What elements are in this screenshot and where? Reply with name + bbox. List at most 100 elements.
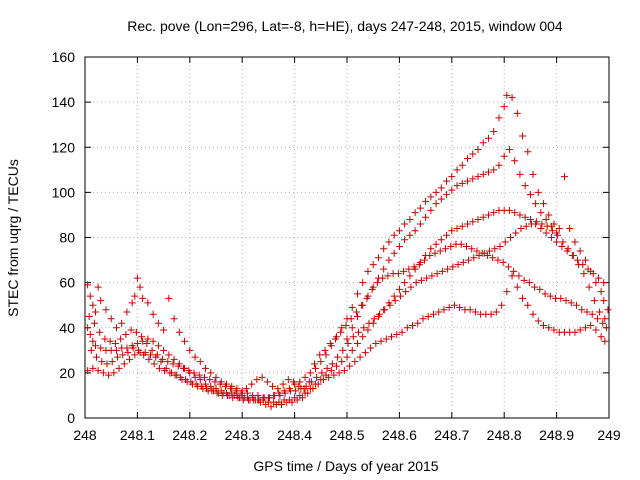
data-point: [302, 382, 310, 390]
data-point: [395, 243, 403, 251]
data-point: [364, 267, 372, 275]
x-tick-label: 248.3: [225, 427, 260, 443]
data-point: [203, 385, 211, 393]
data-point: [154, 319, 162, 327]
data-point: [195, 371, 203, 379]
data-point: [328, 360, 336, 368]
data-point: [599, 319, 607, 327]
data-point: [385, 256, 393, 264]
data-point: [473, 247, 481, 255]
data-point: [258, 373, 266, 381]
data-point: [185, 367, 193, 375]
x-tick-label: 248.6: [382, 427, 417, 443]
data-point: [369, 283, 377, 291]
chart-title: Rec. pove (Lon=296, Lat=-8, h=HE), days …: [127, 18, 563, 34]
data-point: [169, 360, 177, 368]
data-point: [469, 218, 477, 226]
data-point: [553, 229, 561, 237]
x-tick-labels: 248 248.1 248.2 248.3 248.4 248.5 248.6 248.7 24…: [73, 427, 621, 443]
y-tick-labels: 0 20 40 60 80 100 120 140 160: [52, 49, 76, 426]
data-point: [401, 279, 409, 287]
data-point: [401, 220, 409, 228]
data-point: [237, 389, 245, 397]
data-point: [338, 324, 346, 332]
data-point: [437, 184, 445, 192]
data-point: [595, 274, 603, 282]
data-point: [484, 168, 492, 176]
data-point: [501, 238, 509, 246]
x-tick-label: 248.2: [172, 427, 207, 443]
data-point: [426, 252, 434, 260]
data-point: [593, 315, 601, 323]
data-point: [411, 227, 419, 235]
data-point: [131, 292, 139, 300]
data-point: [175, 328, 183, 336]
data-point: [242, 385, 250, 393]
data-point: [406, 215, 414, 223]
data-point: [139, 337, 147, 345]
data-point: [348, 346, 356, 354]
x-tick-label: 248.1: [120, 427, 155, 443]
data-point: [355, 328, 363, 336]
data-point: [555, 224, 563, 232]
data-point: [372, 340, 380, 348]
data-point: [170, 355, 178, 363]
data-point: [98, 358, 106, 366]
data-point: [373, 279, 381, 287]
data-point: [583, 308, 591, 316]
y-tick-label: 60: [59, 275, 75, 291]
data-point: [436, 247, 444, 255]
data-point: [263, 378, 271, 386]
grid: [85, 57, 609, 418]
data-point: [495, 114, 503, 122]
data-point: [347, 315, 355, 323]
data-point: [453, 224, 461, 232]
data-point: [284, 376, 292, 384]
data-point: [390, 249, 398, 257]
data-point: [232, 387, 240, 395]
data-point: [503, 91, 511, 99]
data-point: [86, 292, 94, 300]
data-point: [319, 376, 327, 384]
data-point: [536, 285, 544, 293]
data-point: [369, 261, 377, 269]
data-point: [91, 308, 99, 316]
data-point: [602, 324, 610, 332]
data-point: [403, 324, 411, 332]
data-point: [527, 220, 535, 228]
data-point: [360, 324, 368, 332]
data-point: [334, 353, 342, 361]
data-point: [600, 279, 608, 287]
data-point: [398, 328, 406, 336]
data-point: [382, 335, 390, 343]
data-point: [576, 247, 584, 255]
data-point: [206, 376, 214, 384]
data-point: [406, 231, 414, 239]
data-point: [542, 229, 550, 237]
data-point: [351, 358, 359, 366]
data-point: [533, 218, 541, 226]
data-point: [487, 310, 495, 318]
data-point: [574, 256, 582, 264]
data-point: [170, 315, 178, 323]
data-point: [375, 310, 383, 318]
data-point: [346, 362, 354, 370]
data-point: [480, 249, 488, 257]
data-point: [557, 294, 565, 302]
x-axis-title: GPS time / Days of year 2015: [253, 458, 438, 474]
data-point: [102, 306, 110, 314]
data-point: [437, 236, 445, 244]
data-point: [547, 234, 555, 241]
data-point: [504, 263, 512, 271]
data-point: [133, 274, 141, 282]
data-point: [150, 360, 158, 368]
data-point: [91, 342, 99, 350]
data-point: [265, 394, 273, 402]
data-point: [190, 369, 198, 377]
data-point: [560, 173, 568, 181]
data-point: [566, 224, 574, 232]
data-point: [421, 256, 429, 264]
data-point: [166, 369, 174, 377]
data-point: [353, 290, 361, 298]
data-point: [454, 261, 462, 269]
